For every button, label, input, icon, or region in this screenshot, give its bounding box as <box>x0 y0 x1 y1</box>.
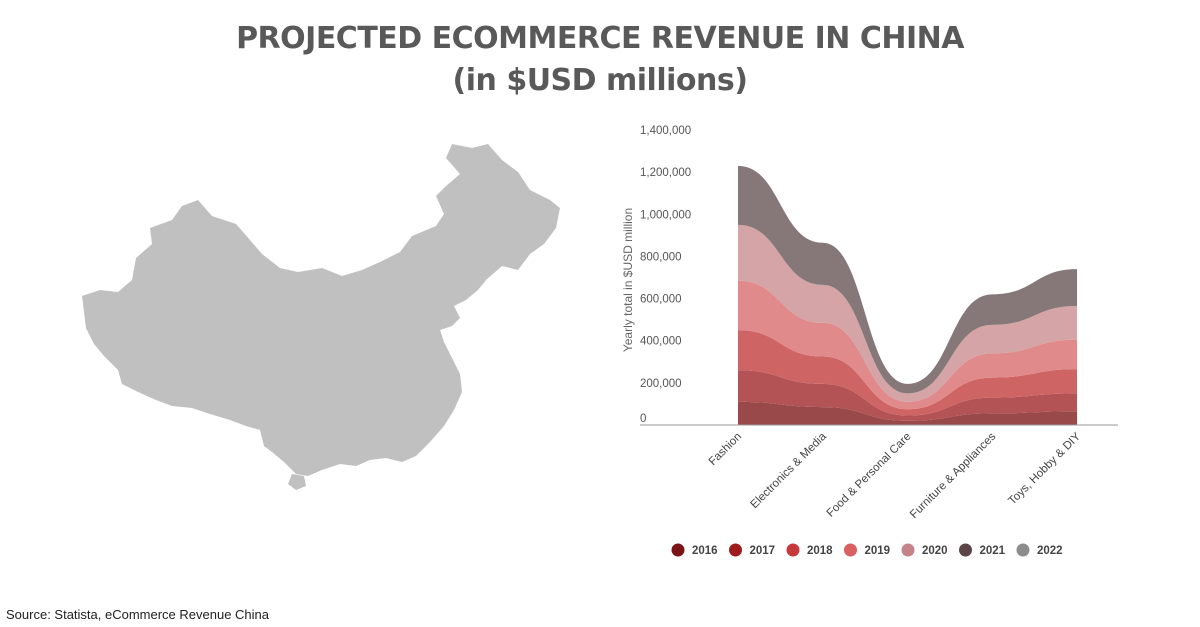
y-axis-label: Yearly total in $USD million <box>621 208 635 352</box>
area-series-2018 <box>738 330 1077 416</box>
area-series-2020 <box>738 224 1077 402</box>
legend-label-2021: 2021 <box>980 545 1006 557</box>
y-tick-label: 1,400,000 <box>640 125 691 137</box>
y-tick-label: 1,000,000 <box>640 209 691 221</box>
x-tick-label: Furniture & Appliances <box>908 430 998 520</box>
x-tick-label: Food & Personal Care <box>825 431 914 520</box>
x-tick-label: Toys, Hobby & DIY <box>1006 430 1083 507</box>
legend-swatch-2019 <box>844 543 857 557</box>
legend-label-2018: 2018 <box>807 545 833 557</box>
area-series-2016 <box>738 401 1077 425</box>
chart-title: PROJECTED ECOMMERCE REVENUE IN CHINA (in… <box>0 18 1200 102</box>
area-series-2021 <box>738 165 1077 394</box>
hainan-island <box>288 474 306 490</box>
chart-legend: 2016 2017 2018 2019 2020 2021 2022 <box>671 543 1063 557</box>
y-tick-label: 800,000 <box>640 251 682 263</box>
china-map <box>82 144 560 490</box>
area-series-2019 <box>738 280 1077 410</box>
legend-swatch-2020 <box>901 543 915 557</box>
title-line-2: (in $USD millions) <box>452 63 748 98</box>
source-note: Source: Statista, eCommerce Revenue Chin… <box>6 607 270 622</box>
y-tick-label: 1,200,000 <box>640 167 691 179</box>
legend-swatch-2016 <box>671 543 685 557</box>
legend-swatch-2022 <box>1016 543 1030 557</box>
chart-areas <box>738 165 1077 425</box>
legend-label-2020: 2020 <box>922 545 948 557</box>
legend-label-2016: 2016 <box>692 545 718 557</box>
legend-label-2017: 2017 <box>750 545 776 557</box>
legend-label-2019: 2019 <box>865 545 891 557</box>
title-line-1: PROJECTED ECOMMERCE REVENUE IN CHINA <box>236 21 964 56</box>
y-tick-label: 0 <box>640 413 646 425</box>
legend-label-2022: 2022 <box>1037 545 1063 557</box>
legend-swatch-2021 <box>959 543 972 557</box>
y-tick-label: 600,000 <box>640 294 682 306</box>
legend-swatch-2017 <box>729 543 742 557</box>
area-series-2017 <box>738 370 1077 421</box>
legend-swatch-2018 <box>786 543 800 557</box>
x-tick-label: Fashion <box>707 431 744 468</box>
y-tick-label: 400,000 <box>640 336 682 348</box>
china-map-shape <box>82 144 560 476</box>
y-tick-label: 200,000 <box>640 378 682 390</box>
x-tick-label: Electronics & Media <box>749 430 830 511</box>
